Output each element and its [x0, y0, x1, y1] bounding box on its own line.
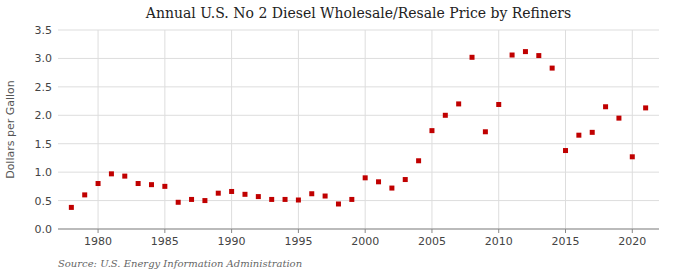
x-tick — [431, 229, 432, 233]
point — [389, 186, 394, 191]
y-grid-line — [58, 200, 659, 201]
x-tick-label: 1995 — [284, 235, 312, 248]
x-grid-line — [231, 30, 232, 229]
point — [616, 116, 621, 121]
point — [416, 158, 421, 163]
y-tick-label: 0.0 — [35, 223, 53, 236]
axes: 0.0 0.5 1.0 1.5 2.0 2.5 3.0 3.5 1980 1985 1990 1995… — [35, 24, 660, 248]
y-tick-label: 0.5 — [35, 195, 53, 208]
point — [643, 105, 648, 110]
x-grid-line — [565, 30, 566, 229]
point — [69, 205, 74, 210]
chart: 0.0 0.5 1.0 1.5 2.0 2.5 3.0 3.5 1980 1985 1990 1995… — [0, 0, 675, 275]
point — [256, 194, 261, 199]
point — [336, 201, 341, 206]
point — [136, 181, 141, 186]
x-grid-line — [164, 30, 165, 229]
point — [176, 200, 181, 205]
x-tick — [231, 229, 232, 233]
point — [309, 191, 314, 196]
x-grid-line — [365, 30, 366, 229]
x-grid-line — [498, 30, 499, 229]
y-grid-line — [58, 86, 659, 87]
x-axis-line — [58, 229, 659, 230]
point — [429, 128, 434, 133]
x-tick-label: 2020 — [618, 235, 646, 248]
x-tick — [98, 229, 99, 233]
point — [443, 113, 448, 118]
point — [149, 182, 154, 187]
point — [550, 66, 555, 71]
point — [323, 194, 328, 199]
y-grid-line — [58, 229, 659, 230]
point — [363, 175, 368, 180]
x-tick-label: 1980 — [84, 235, 112, 248]
y-grid-line — [58, 172, 659, 173]
point — [122, 174, 127, 179]
grid — [58, 30, 659, 229]
point — [603, 104, 608, 109]
point — [189, 197, 194, 202]
y-tick-label: 3.5 — [35, 24, 53, 37]
y-tick-label: 2.0 — [35, 109, 53, 122]
point — [510, 53, 515, 58]
x-tick-label: 2000 — [351, 235, 379, 248]
point — [590, 130, 595, 135]
x-tick-label: 1985 — [151, 235, 179, 248]
x-tick-label: 2005 — [418, 235, 446, 248]
x-grid-line — [98, 30, 99, 229]
point — [483, 129, 488, 134]
point — [269, 197, 274, 202]
point — [216, 191, 221, 196]
point — [403, 177, 408, 182]
x-tick — [632, 229, 633, 233]
annotation: Source: U.S. Energy Information Administ… — [58, 258, 302, 269]
point — [496, 102, 501, 107]
point — [202, 198, 207, 203]
point — [536, 53, 541, 58]
y-grid-line — [58, 30, 659, 31]
y-axis-label: Dollars per Gallon — [4, 80, 17, 179]
y-tick-label: 1.0 — [35, 166, 53, 179]
point — [470, 55, 475, 60]
x-tick — [164, 229, 165, 233]
points — [69, 49, 648, 210]
y-grid-line — [58, 115, 659, 116]
point — [376, 179, 381, 184]
point — [296, 198, 301, 203]
point — [630, 154, 635, 159]
point — [283, 197, 288, 202]
x-grid-line — [632, 30, 633, 229]
point — [96, 181, 101, 186]
y-grid-line — [58, 143, 659, 144]
point — [242, 192, 247, 197]
title: Annual U.S. No 2 Diesel Wholesale/Resale… — [145, 5, 571, 21]
point — [82, 192, 87, 197]
y-tick-label: 3.0 — [35, 52, 53, 65]
point — [563, 148, 568, 153]
x-tick-label: 2010 — [485, 235, 513, 248]
point — [229, 189, 234, 194]
x-tick — [365, 229, 366, 233]
point — [162, 184, 167, 189]
y-tick-label: 2.5 — [35, 81, 53, 94]
x-tick — [565, 229, 566, 233]
point — [523, 49, 528, 54]
point — [109, 171, 114, 176]
point — [349, 197, 354, 202]
x-tick-label: 1990 — [218, 235, 246, 248]
y-grid-line — [58, 58, 659, 59]
point — [576, 133, 581, 138]
x-tick — [498, 229, 499, 233]
y-tick-label: 1.5 — [35, 138, 53, 151]
x-tick — [298, 229, 299, 233]
point — [456, 101, 461, 106]
x-tick-label: 2015 — [552, 235, 580, 248]
